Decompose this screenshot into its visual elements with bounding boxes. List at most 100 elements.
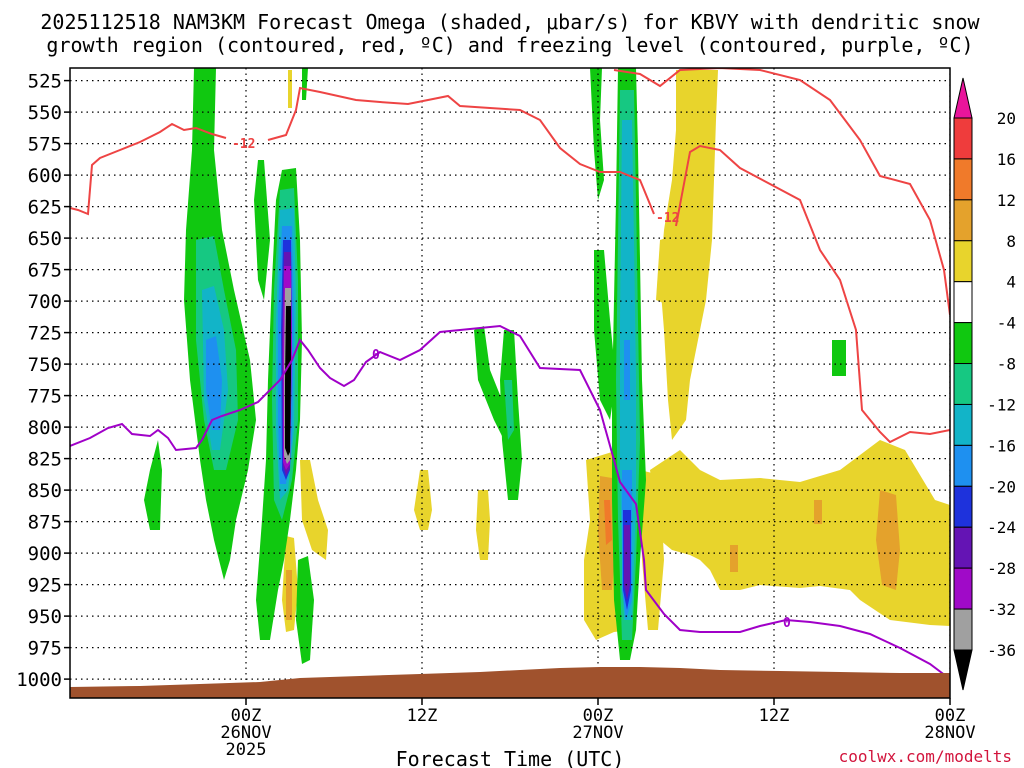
colorbar-level-label: -24: [987, 518, 1016, 537]
y-tick-label: 600: [28, 165, 62, 187]
contour-label-zero-right: 0: [783, 616, 791, 631]
terrain-fill: [70, 667, 950, 698]
y-axis: 525 550 575 600 625 650 675 700 725 750 775 800 825 8…: [16, 71, 70, 691]
colorbar-level-label: 8: [1006, 232, 1016, 251]
colorbar: 20 16 12 8 4 -4 -8 -12 -16 -20 -24 -28 -32 -36: [953, 77, 1016, 691]
red-contour-middle: [267, 86, 655, 215]
colorbar-cell: [953, 240, 973, 283]
omega-purple-27nov: [624, 525, 630, 600]
colorbar-cell: [953, 485, 973, 528]
omega-dark-orange-1: [604, 500, 612, 545]
y-tick-label: 850: [28, 480, 62, 502]
omega-yellow-small-4: [476, 490, 490, 560]
y-tick-label: 950: [28, 606, 62, 628]
y-tick-label: 775: [28, 386, 62, 408]
x-tick-label: 12Z: [759, 706, 790, 726]
purple-contour-line: [70, 324, 947, 677]
colorbar-level-label: 4: [1006, 273, 1016, 292]
colorbar-bottom-arrow: [953, 649, 973, 691]
omega-teal-27nov-2: [504, 380, 514, 440]
colorbar-cell: [953, 363, 973, 405]
freezing-level-contour: [70, 324, 947, 677]
plot-area: -12 -12 0 0: [70, 68, 950, 698]
omega-orange-2: [876, 490, 900, 590]
omega-green-small-sw: [144, 440, 162, 530]
red-contour-left: [70, 122, 227, 216]
x-tick-date-label: 27NOV: [572, 723, 623, 743]
omega-orange-3: [814, 500, 822, 524]
colorbar-cell: [953, 322, 973, 365]
omega-orange-5: [286, 570, 292, 620]
colorbar-level-label: 20: [997, 109, 1016, 128]
y-tick-label: 575: [28, 134, 62, 156]
omega-yellow-small-3: [300, 460, 328, 560]
omega-shading-orange: [286, 476, 900, 620]
chart-title-line2: growth region (contoured, red, ºC) and f…: [46, 33, 973, 57]
y-tick-label: 1000: [16, 669, 62, 691]
omega-green-right-box: [832, 340, 846, 376]
x-tick-label: 00Z: [231, 706, 262, 726]
omega-shading-dark-orange: [604, 500, 612, 545]
colorbar-cell: [953, 199, 973, 242]
omega-yellow-small-5: [288, 70, 292, 108]
colorbar-cell: [953, 117, 973, 160]
omega-green-top-mid: [302, 68, 308, 100]
omega-yellow-small-1: [414, 470, 432, 530]
contour-label-minus12-left: -12: [232, 137, 255, 152]
omega-blue-27nov-2: [624, 340, 630, 400]
colorbar-level-label: 12: [997, 191, 1016, 210]
y-tick-label: 700: [28, 291, 62, 313]
y-tick-label: 750: [28, 354, 62, 376]
y-tick-label: 725: [28, 323, 62, 345]
omega-black-core: [285, 306, 291, 456]
colorbar-level-label: -12: [987, 395, 1016, 414]
y-tick-label: 525: [28, 71, 62, 93]
colorbar-cell: [953, 158, 973, 201]
red-contour-right: [613, 68, 950, 316]
y-tick-label: 825: [28, 449, 62, 471]
colorbar-level-label: -8: [997, 355, 1016, 374]
colorbar-level-label: -32: [987, 600, 1016, 619]
omega-orange-4: [730, 545, 738, 572]
y-tick-label: 925: [28, 575, 62, 597]
y-tick-label: 900: [28, 543, 62, 565]
credit-text: coolwx.com/modelts: [839, 747, 1012, 766]
y-tick-label: 675: [28, 260, 62, 282]
chart-title-line1: 2025112518 NAM3KM Forecast Omega (shaded…: [40, 10, 980, 34]
contour-label-minus12-right: -12: [656, 211, 679, 226]
x-tick-date-label: 26NOV: [220, 723, 271, 743]
colorbar-level-label: 16: [997, 150, 1016, 169]
x-tick-date-label: 28NOV: [924, 723, 975, 743]
x-axis-label: Forecast Time (UTC): [396, 747, 625, 768]
colorbar-cell: [953, 608, 973, 651]
omega-blue-left: [206, 336, 222, 430]
y-tick-label: 975: [28, 638, 62, 660]
omega-green-left-2: [254, 160, 270, 300]
colorbar-cell: [953, 526, 973, 569]
x-tick-label: 00Z: [583, 706, 614, 726]
contour-label-zero-left: 0: [372, 348, 380, 363]
colorbar-level-label: -20: [987, 477, 1016, 496]
colorbar-level-label: -28: [987, 559, 1016, 578]
colorbar-level-label: -4: [997, 314, 1016, 333]
colorbar-cell: [953, 403, 973, 446]
y-tick-label: 625: [28, 197, 62, 219]
colorbar-top-arrow: [953, 77, 973, 119]
colorbar-cell: [953, 444, 973, 487]
x-tick-year-label: 2025: [226, 740, 267, 760]
y-tick-label: 875: [28, 512, 62, 534]
omega-green-small-s: [296, 556, 314, 664]
dendritic-growth-contours: [70, 68, 950, 444]
colorbar-level-label: -16: [987, 436, 1016, 455]
omega-green-27nov-4: [594, 250, 616, 420]
colorbar-cell: [953, 281, 973, 324]
colorbar-cell: [953, 567, 973, 610]
x-tick-label: 12Z: [407, 706, 438, 726]
red-contour-lower: [675, 144, 950, 444]
omega-yellow-lower-right: [650, 440, 950, 626]
omega-green-27nov-3: [590, 68, 604, 200]
plot-frame: [69, 67, 951, 699]
y-tick-label: 800: [28, 417, 62, 439]
